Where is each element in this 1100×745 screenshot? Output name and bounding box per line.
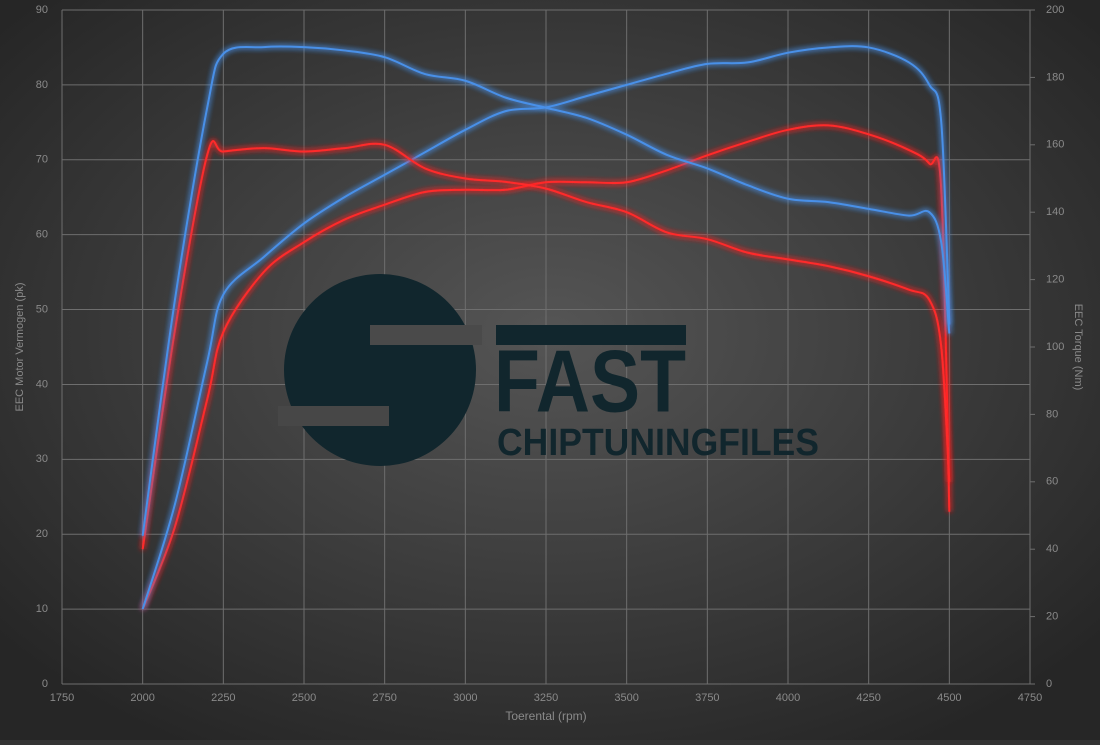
y-tick-label: 30 — [36, 453, 48, 465]
logo-cut — [370, 325, 482, 345]
x-tick-label: 4750 — [1018, 692, 1042, 704]
y2-tick-label: 40 — [1046, 543, 1058, 555]
x-tick-label: 4000 — [776, 692, 800, 704]
x-tick-label: 3250 — [534, 692, 558, 704]
x-tick-label: 2750 — [372, 692, 396, 704]
y-tick-label: 80 — [36, 79, 48, 91]
y-tick-label: 10 — [36, 603, 48, 615]
y-axis-label: EEC Motor Vermogen (pk) — [14, 283, 26, 412]
x-tick-label: 3500 — [614, 692, 638, 704]
logo-cut — [278, 406, 389, 426]
y2-tick-label: 200 — [1046, 4, 1064, 16]
series-line — [141, 45, 951, 536]
y2-tick-label: 100 — [1046, 341, 1064, 353]
y2-tick-label: 180 — [1046, 71, 1064, 83]
logo-text: FAST — [494, 331, 686, 430]
x-tick-label: 2500 — [292, 692, 316, 704]
y2-tick-label: 120 — [1046, 274, 1064, 286]
y-tick-label: 60 — [36, 229, 48, 241]
y-tick-label: 0 — [42, 678, 48, 690]
x-tick-label: 2000 — [130, 692, 154, 704]
y2-tick-label: 60 — [1046, 476, 1058, 488]
lines — [141, 45, 951, 610]
y-tick-label: 90 — [36, 4, 48, 16]
x-tick-label: 3750 — [695, 692, 719, 704]
x-tick-label: 3000 — [453, 692, 477, 704]
x-axis-label: Toerental (rpm) — [505, 709, 586, 723]
grid — [61, 9, 1035, 685]
y2-tick-label: 20 — [1046, 611, 1058, 623]
x-tick-label: 4250 — [856, 692, 880, 704]
y2-tick-label: 160 — [1046, 139, 1064, 151]
x-tick-label: 1750 — [50, 692, 74, 704]
x-tick-label: 4500 — [937, 692, 961, 704]
y2-tick-label: 0 — [1046, 678, 1052, 690]
y-tick-label: 40 — [36, 378, 48, 390]
logo-circle — [284, 274, 476, 466]
y2-tick-label: 80 — [1046, 408, 1058, 420]
y2-axis-label: EEC Torque (Nm) — [1072, 304, 1084, 391]
series-line — [141, 124, 951, 610]
y-tick-label: 50 — [36, 303, 48, 315]
logo: FAST CHIPTUNINGFILES — [278, 274, 819, 466]
logo-bar — [496, 325, 686, 345]
series-line — [141, 140, 951, 550]
logo-text: CHIPTUNINGFILES — [497, 422, 819, 464]
x-tick-label: 2250 — [211, 692, 235, 704]
y-tick-label: 70 — [36, 154, 48, 166]
y2-tick-label: 140 — [1046, 206, 1064, 218]
y-tick-label: 20 — [36, 528, 48, 540]
series-line — [141, 45, 951, 610]
